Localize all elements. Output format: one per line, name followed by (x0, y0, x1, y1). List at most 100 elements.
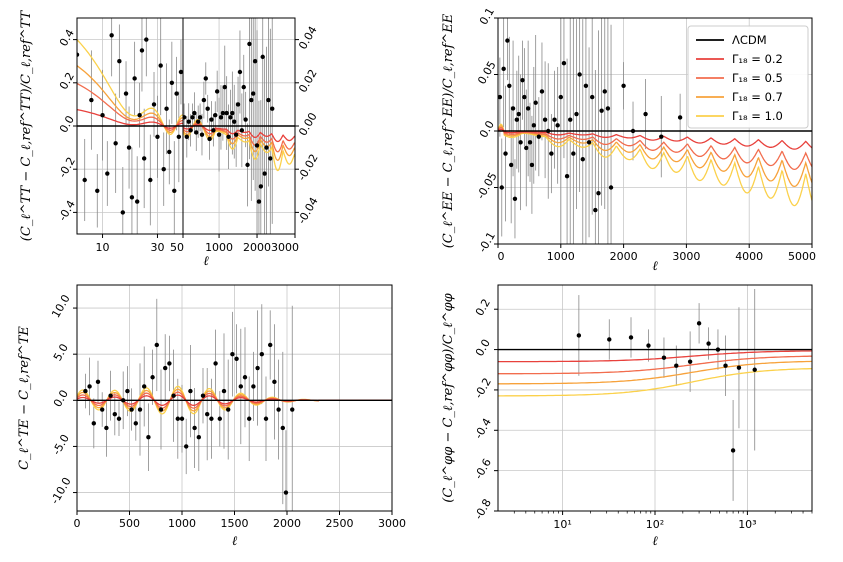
te-ytick-label: 0.0 (51, 388, 71, 410)
tt-data-point (137, 113, 142, 118)
te-data-point (283, 490, 289, 495)
te-xtick-label: 2000 (273, 517, 301, 530)
tt-data-point (194, 130, 199, 135)
ee-xtick-label: 4000 (735, 250, 763, 263)
tt-data-point (169, 80, 175, 86)
tt-data-point (216, 132, 222, 137)
te-ytick-label: 5.0 (51, 342, 71, 364)
te-data-point (200, 393, 206, 398)
tt-data-point (207, 136, 212, 142)
tt-data-point (161, 167, 166, 172)
ee-data-point (539, 89, 545, 94)
pp-data-point (576, 333, 582, 338)
tt-data-point (249, 97, 254, 103)
pp-data-point (661, 355, 667, 360)
te-data-point (104, 425, 109, 431)
te-data-point (83, 388, 88, 394)
te-xlabel: ℓ (232, 534, 238, 549)
tt-data-point (211, 128, 216, 133)
ee-frame (497, 17, 813, 245)
pp-ytick-label: 0.2 (473, 297, 493, 319)
tt-data-point (264, 145, 269, 150)
te-data-point (108, 393, 113, 398)
pp-data-point (687, 359, 693, 364)
ee-ytick-label: 0.1 (477, 5, 497, 27)
te-data-point (230, 351, 235, 357)
tt-data-point (220, 110, 226, 116)
tt-data-point (190, 115, 195, 120)
tt-data-point (228, 115, 233, 120)
ee-data-point (596, 190, 601, 196)
ee-data-point (583, 83, 589, 89)
tt-xtick-label: 1000 (205, 241, 233, 254)
tt-data-point (230, 110, 235, 116)
te-data-point (217, 416, 222, 421)
tt-data-point (167, 149, 172, 155)
te-xtick-label: 3000 (378, 517, 406, 530)
pp-series-line (498, 367, 812, 397)
ee-data-point (501, 66, 506, 72)
pp-ytick-label: -0.8 (472, 497, 494, 522)
ee-data-point (621, 83, 626, 89)
te-data-point (154, 342, 159, 348)
ee-legend-box (687, 25, 809, 129)
ee-xtick-label: 1000 (547, 250, 575, 263)
ee-data-point (643, 111, 648, 117)
tt-ytick-label: -0.4 (56, 198, 78, 223)
ee-xtick-label: 2000 (610, 250, 638, 263)
ee-data-point (602, 89, 607, 94)
tt-series-line (77, 108, 183, 129)
ee-data-point (507, 83, 512, 89)
ee-legend-label: Γ₁₈ = 0.7 (732, 90, 783, 104)
te-data-point (167, 361, 172, 366)
ee-data-point (518, 140, 523, 145)
pp-data-point (646, 343, 651, 348)
pp-frame (497, 284, 813, 512)
te-data-point (242, 375, 248, 380)
te-ytick-label: 10.0 (49, 292, 73, 320)
te-data-point (116, 416, 122, 421)
tt-data-point (266, 97, 271, 103)
ee-data-point (520, 77, 525, 83)
te-xtick-label: 500 (119, 517, 140, 530)
te-data-point (150, 375, 155, 380)
tt-data-point (105, 171, 110, 176)
ee-data-point (525, 106, 531, 111)
ee-data-point (533, 100, 538, 105)
tt-data-point (123, 91, 129, 96)
tt-xtick-label: 3000 (271, 241, 299, 254)
tt-data-point (183, 115, 187, 120)
te-data-point (171, 393, 176, 398)
ee-data-point (512, 196, 518, 201)
te-data-point (100, 407, 105, 412)
tt-data-point (172, 188, 177, 193)
tt-xtick-label: 10 (96, 241, 110, 254)
tt-data-point (224, 110, 229, 116)
ee-plot (498, 18, 812, 244)
tt-ytick-label-right: 0.02 (296, 67, 320, 95)
pp-panel: 10¹ 10² 10³ -0.8 -0.6 -0.4 -0.2 0.0 0.2 ℓ (C_ℓ^φφ … (441, 285, 813, 549)
te-data-point (163, 365, 168, 371)
pp-plot (498, 289, 812, 501)
te-data-point (137, 407, 143, 412)
te-data-point (272, 379, 277, 385)
pp-data-point (674, 363, 679, 368)
te-data-point (142, 384, 147, 389)
te-data-point (213, 361, 218, 366)
ee-data-point (599, 108, 604, 113)
tt-data-point (132, 76, 137, 81)
te-data-point (290, 407, 295, 412)
ee-series-line (498, 125, 812, 188)
tt-ytick-label-right: -0.04 (295, 195, 320, 226)
te-data-point (129, 407, 134, 412)
ee-data-point (593, 207, 598, 213)
ee-xtick-label: 3000 (672, 250, 700, 263)
ee-xtick-label: 5000 (788, 250, 816, 263)
ee-data-point (659, 134, 664, 139)
pp-series-line (498, 360, 812, 385)
ee-data-point (531, 123, 536, 128)
pp-ytick-label: -0.6 (472, 456, 494, 481)
ee-data-point (574, 111, 579, 117)
tt-data-point (233, 132, 239, 137)
tt-data-point (158, 63, 163, 68)
